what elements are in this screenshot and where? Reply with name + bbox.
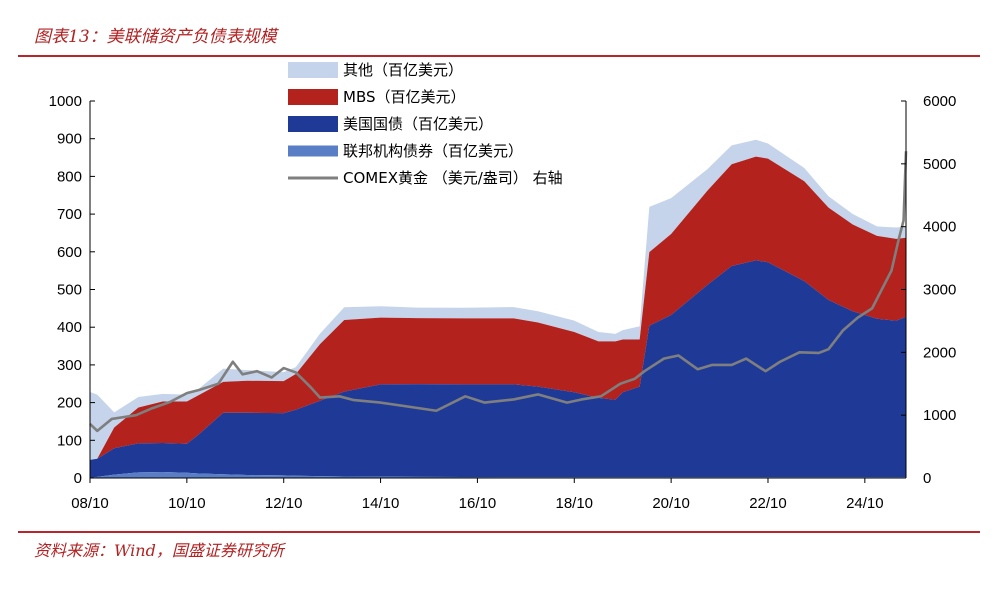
- left-tick-label: 400: [57, 319, 82, 336]
- mbs-area: [90, 156, 906, 460]
- top-rule: [18, 55, 980, 57]
- right-tick-label: 3000: [923, 282, 956, 299]
- left-tick-label: 0: [74, 470, 82, 487]
- x-tick-label: 20/10: [652, 495, 690, 512]
- x-tick-label: 08/10: [71, 495, 109, 512]
- legend-label: COMEX黄金 （美元/盎司） 右轴: [343, 169, 563, 187]
- left-tick-label: 800: [57, 168, 82, 185]
- legend-label: 联邦机构债券（百亿美元）: [343, 142, 523, 160]
- right-tick-label: 0: [923, 470, 931, 487]
- legend-swatch: [288, 145, 338, 157]
- bottom-rule: [18, 531, 980, 533]
- left-tick-label: 900: [57, 131, 82, 148]
- right-tick-label: 2000: [923, 344, 956, 361]
- x-tick-label: 14/10: [362, 495, 400, 512]
- agency-area: [90, 471, 906, 478]
- figure-title: 图表13：美联储资产负债表规模: [34, 27, 277, 47]
- x-tick-label: 22/10: [749, 495, 787, 512]
- left-tick-label: 600: [57, 244, 82, 261]
- left-tick-label: 1000: [49, 93, 82, 110]
- legend-swatch: [288, 62, 338, 78]
- gold-price-line: [89, 151, 908, 433]
- left-tick-label: 200: [57, 395, 82, 412]
- source-note: 资料来源：Wind，国盛证券研究所: [34, 541, 284, 560]
- x-tick-label: 10/10: [168, 495, 206, 512]
- legend-label: MBS（百亿美元）: [343, 88, 466, 106]
- right-tick-label: 4000: [923, 219, 956, 236]
- x-tick-label: 16/10: [459, 495, 497, 512]
- right-tick-label: 6000: [923, 93, 956, 110]
- x-tick-label: 24/10: [846, 495, 884, 512]
- x-tick-label: 18/10: [555, 495, 593, 512]
- treasury-area: [90, 260, 906, 478]
- legend-swatch: [288, 89, 338, 105]
- legend-label: 美国国债（百亿美元）: [343, 115, 493, 133]
- x-tick-label: 12/10: [265, 495, 303, 512]
- legend-label: 其他（百亿美元）: [343, 61, 463, 79]
- legend-swatch: [288, 116, 338, 132]
- right-tick-label: 1000: [923, 407, 956, 424]
- left-tick-label: 300: [57, 357, 82, 374]
- left-tick-label: 500: [57, 282, 82, 299]
- right-tick-label: 5000: [923, 156, 956, 173]
- left-tick-label: 700: [57, 206, 82, 223]
- left-tick-label: 100: [57, 432, 82, 449]
